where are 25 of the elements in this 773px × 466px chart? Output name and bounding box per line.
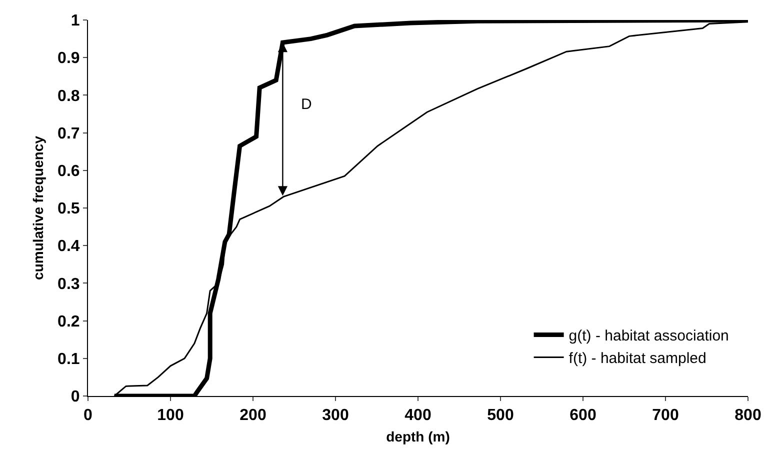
x-axis-title: depth (m) [386,428,450,444]
legend-label: f(t) - habitat sampled [568,350,706,368]
y-tick-label: 0.5 [58,200,80,218]
x-tick-label: 400 [404,407,432,424]
y-tick-label: 0.4 [58,238,80,256]
annotation: D [301,96,312,113]
x-tick-label: 200 [240,407,266,424]
y-tick-label: 0.9 [58,50,80,68]
y-tick-label: 0.8 [58,88,80,105]
x-tick-label: 0 [84,407,93,424]
y-tick-label: 0.6 [58,163,80,180]
y-tick-label: 0 [70,388,80,406]
y-tick-label: 1 [70,12,80,30]
y-axis-title: cumulative frequency [30,136,46,280]
y-tick-label: 0.7 [58,125,80,142]
x-tick-label: 800 [734,407,762,424]
y-tick-label: 0.3 [58,276,80,293]
y-tick-label: 0.2 [58,313,80,330]
x-tick-label: 700 [652,407,679,424]
y-tick-label: 0.1 [58,351,80,368]
x-tick-label: 600 [570,407,596,424]
legend-label: g(t) - habitat association [568,328,729,345]
x-tick-label: 500 [487,407,514,424]
x-tick-label: 300 [322,407,349,424]
x-tick-label: 100 [157,407,184,424]
